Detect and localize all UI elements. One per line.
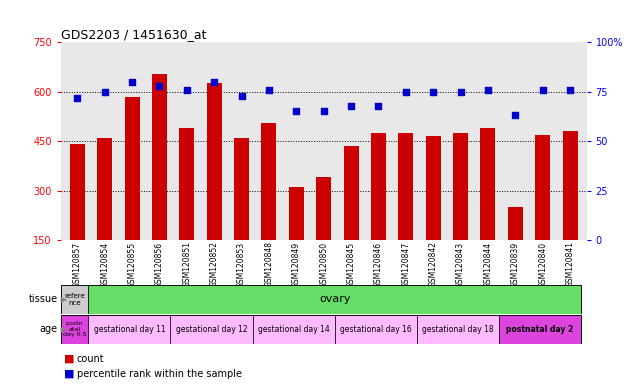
Text: ovary: ovary — [319, 294, 351, 305]
Bar — [335, 315, 417, 344]
Bar — [316, 177, 331, 240]
Text: GDS2203 / 1451630_at: GDS2203 / 1451630_at — [61, 28, 206, 41]
Bar — [97, 138, 112, 240]
Point — [373, 103, 383, 109]
Bar — [179, 128, 194, 240]
Bar — [508, 207, 523, 240]
Point — [510, 113, 520, 119]
Text: ▶: ▶ — [58, 295, 67, 304]
Text: gestational day 12: gestational day 12 — [176, 325, 247, 334]
Point — [319, 108, 329, 114]
Bar — [371, 133, 386, 240]
Text: gestational day 11: gestational day 11 — [94, 325, 165, 334]
Bar — [70, 144, 85, 240]
Bar — [152, 74, 167, 240]
Bar — [88, 315, 171, 344]
Point — [181, 87, 192, 93]
Text: ■: ■ — [64, 354, 74, 364]
Point — [428, 89, 438, 95]
Text: count: count — [77, 354, 104, 364]
Point — [538, 87, 548, 93]
Bar — [61, 315, 88, 344]
Text: gestational day 14: gestational day 14 — [258, 325, 329, 334]
Point — [264, 87, 274, 93]
Bar — [535, 134, 550, 240]
Bar — [61, 285, 88, 314]
Bar — [499, 315, 581, 344]
Text: postn
atal
day 0.5: postn atal day 0.5 — [63, 321, 87, 337]
Bar — [417, 315, 499, 344]
Point — [99, 89, 110, 95]
Text: gestational day 18: gestational day 18 — [422, 325, 494, 334]
Point — [72, 94, 83, 101]
Text: postnatal day 2: postnatal day 2 — [506, 325, 574, 334]
Text: percentile rank within the sample: percentile rank within the sample — [77, 369, 242, 379]
Point — [456, 89, 466, 95]
Bar — [563, 131, 578, 240]
Text: refere
nce: refere nce — [64, 293, 85, 306]
Bar — [234, 138, 249, 240]
Point — [154, 83, 165, 89]
Bar — [124, 97, 140, 240]
Bar — [481, 128, 495, 240]
Bar — [398, 133, 413, 240]
Bar — [171, 315, 253, 344]
Text: ■: ■ — [64, 369, 74, 379]
Bar — [253, 315, 335, 344]
Text: ▶: ▶ — [58, 325, 67, 334]
Point — [127, 79, 137, 85]
Bar — [344, 146, 358, 240]
Point — [209, 79, 219, 85]
Text: gestational day 16: gestational day 16 — [340, 325, 412, 334]
Bar — [453, 133, 468, 240]
Point — [237, 93, 247, 99]
Bar — [426, 136, 441, 240]
Text: age: age — [40, 324, 58, 334]
Bar — [289, 187, 304, 240]
Text: tissue: tissue — [29, 294, 58, 305]
Point — [291, 108, 301, 114]
Bar — [262, 123, 276, 240]
Point — [483, 87, 493, 93]
Bar — [206, 83, 222, 240]
Point — [401, 89, 411, 95]
Point — [346, 103, 356, 109]
Point — [565, 87, 575, 93]
